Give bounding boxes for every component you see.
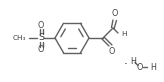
- Text: O: O: [137, 62, 143, 72]
- Text: CH₃: CH₃: [12, 35, 26, 41]
- Text: H: H: [130, 56, 136, 66]
- Text: H: H: [150, 62, 156, 72]
- Text: O: O: [38, 46, 44, 55]
- Text: O: O: [38, 21, 44, 31]
- Text: ·: ·: [124, 58, 128, 72]
- Text: S: S: [38, 34, 44, 42]
- Text: H: H: [121, 31, 126, 37]
- Text: O: O: [109, 47, 115, 56]
- Text: O: O: [112, 10, 118, 19]
